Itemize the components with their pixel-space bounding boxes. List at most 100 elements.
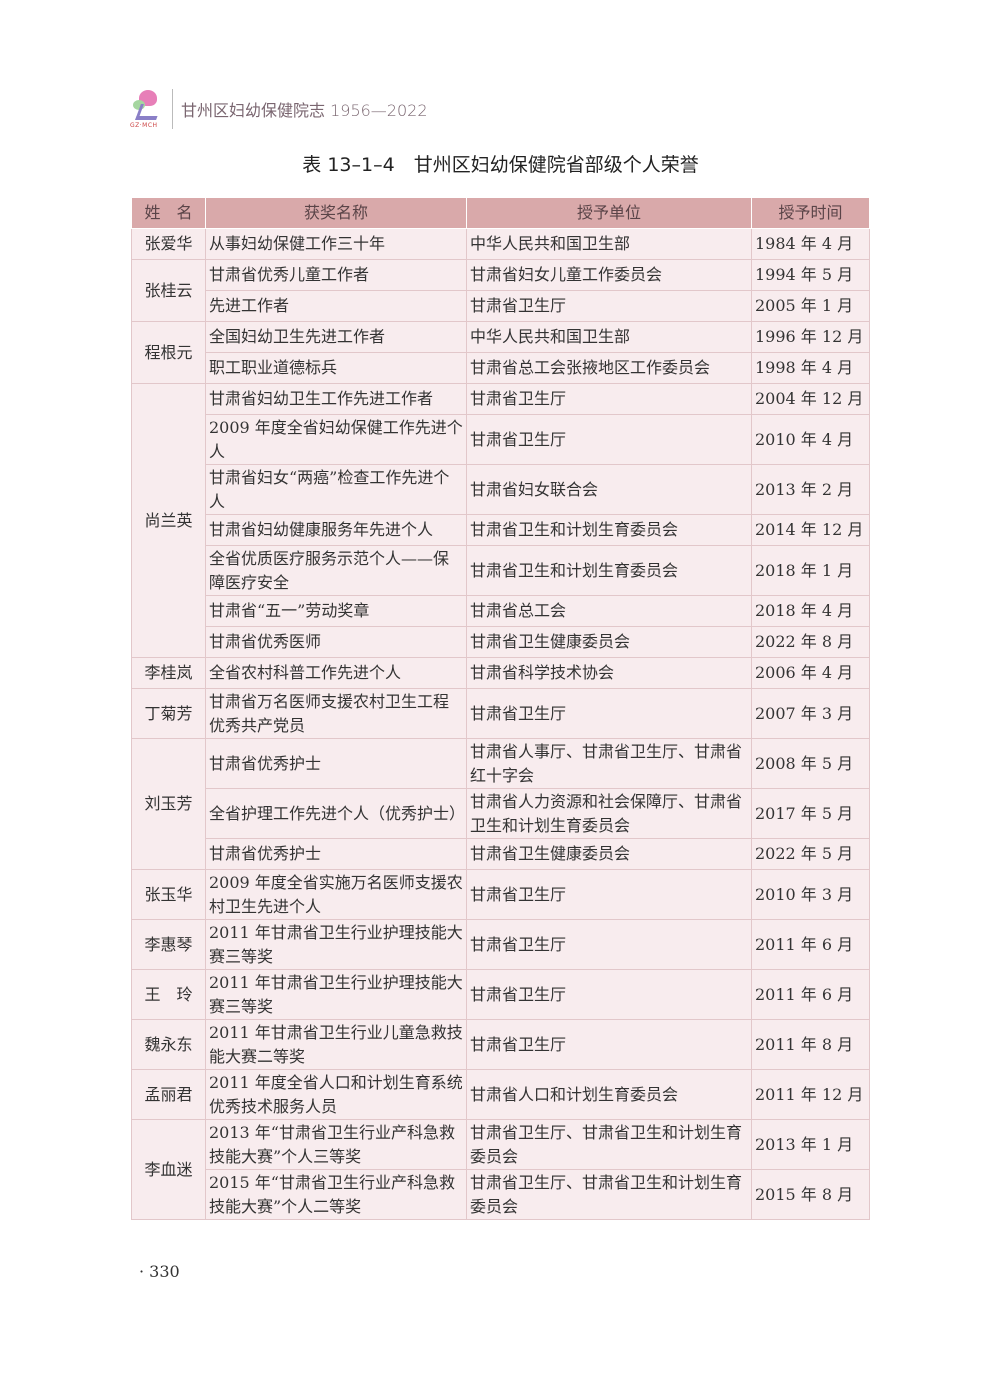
grant-date: 1998 年 4 月 [751, 352, 870, 384]
person-name: 李惠琴 [131, 919, 206, 970]
table-row: 李惠琴 2011 年甘肃省卫生行业护理技能大赛三等奖 甘肃省卫生厅 2011 年 6 … [131, 919, 870, 970]
grant-date: 2004 年 12 月 [751, 383, 870, 415]
column-header-unit: 授予单位 [466, 197, 752, 229]
person-name: 孟丽君 [131, 1069, 206, 1120]
award-name: 2015 年“甘肃省卫生行业产科急救技能大赛”个人二等奖 [205, 1169, 467, 1220]
granting-unit: 甘肃省卫生健康委员会 [466, 838, 752, 870]
grant-date: 2017 年 5 月 [751, 788, 870, 839]
grant-date: 2011 年 8 月 [751, 1019, 870, 1070]
granting-unit: 甘肃省卫生厅、甘肃省卫生和计划生育委员会 [466, 1169, 752, 1220]
award-name: 2011 年甘肃省卫生行业护理技能大赛三等奖 [205, 969, 467, 1020]
granting-unit: 甘肃省卫生厅 [466, 414, 752, 465]
granting-unit: 甘肃省卫生厅 [466, 688, 752, 739]
grant-date: 2006 年 4 月 [751, 657, 870, 689]
granting-unit: 甘肃省人事厅、甘肃省卫生厅、甘肃省红十字会 [466, 738, 752, 789]
grant-date: 2011 年 6 月 [751, 919, 870, 970]
grant-date: 2010 年 4 月 [751, 414, 870, 465]
award-name: 甘肃省优秀护士 [205, 838, 467, 870]
table-row: 先进工作者 甘肃省卫生厅 2005 年 1 月 [132, 290, 870, 322]
award-name: 甘肃省万名医师支援农村卫生工程优秀共产党员 [205, 688, 467, 739]
granting-unit: 甘肃省卫生厅 [466, 290, 752, 322]
grant-date: 2011 年 6 月 [751, 969, 870, 1020]
grant-date: 2010 年 3 月 [751, 869, 870, 920]
award-name: 2009 年度全省妇幼保健工作先进个人 [205, 414, 467, 465]
column-header-name: 姓 名 [131, 197, 206, 229]
grant-date: 2022 年 8 月 [751, 626, 870, 658]
person-name: 李桂岚 [131, 657, 206, 689]
header-divider [172, 89, 173, 129]
person-name: 程根元 [131, 321, 206, 384]
award-name: 全省护理工作先进个人（优秀护士） [205, 788, 467, 839]
award-name: 甘肃省优秀儿童工作者 [205, 259, 467, 291]
granting-unit: 中华人民共和国卫生部 [466, 228, 752, 260]
person-name: 张桂云 [131, 259, 206, 322]
award-name: 2011 年甘肃省卫生行业护理技能大赛三等奖 [205, 919, 467, 970]
granting-unit: 甘肃省卫生厅、甘肃省卫生和计划生育委员会 [466, 1119, 752, 1170]
hospital-logo: GZ·MCH [130, 86, 164, 132]
table-row: 孟丽君 2011 年度全省人口和计划生育系统优秀技术服务人员 甘肃省人口和计划生育委… [131, 1069, 870, 1120]
table-row: 丁菊芳 甘肃省万名医师支援农村卫生工程优秀共产党员 甘肃省卫生厅 2007 年 3 月 [131, 688, 870, 739]
granting-unit: 甘肃省总工会张掖地区工作委员会 [466, 352, 752, 384]
award-name: 甘肃省“五一”劳动奖章 [205, 595, 467, 627]
grant-date: 2013 年 1 月 [751, 1119, 870, 1170]
running-header: GZ·MCH 甘州区妇幼保健院志 1956—2022 [130, 86, 428, 132]
granting-unit: 甘肃省卫生和计划生育委员会 [466, 545, 752, 596]
table-row: 李桂岚 全省农村科普工作先进个人 甘肃省科学技术协会 2006 年 4 月 [131, 657, 870, 689]
table-row: 张爱华 从事妇幼保健工作三十年 中华人民共和国卫生部 1984 年 4 月 [131, 228, 870, 260]
award-name: 全省优质医疗服务示范个人——保障医疗安全 [205, 545, 467, 596]
granting-unit: 甘肃省科学技术协会 [466, 657, 752, 689]
person-name: 王 玲 [131, 969, 206, 1020]
column-header-date: 授予时间 [751, 197, 870, 229]
table-row: 张玉华 2009 年度全省实施万名医师支援农村卫生先进个人 甘肃省卫生厅 2010 年… [131, 869, 870, 920]
granting-unit: 甘肃省卫生健康委员会 [466, 626, 752, 658]
award-name: 全国妇幼卫生先进工作者 [205, 321, 467, 353]
person-name: 丁菊芳 [131, 688, 206, 739]
table-row: 甘肃省“五一”劳动奖章 甘肃省总工会 2018 年 4 月 [132, 595, 870, 627]
table-row: 2009 年度全省妇幼保健工作先进个人 甘肃省卫生厅 2010 年 4 月 [132, 414, 870, 465]
table-row: 职工职业道德标兵 甘肃省总工会张掖地区工作委员会 1998 年 4 月 [132, 352, 870, 384]
table-row: 全省优质医疗服务示范个人——保障医疗安全 甘肃省卫生和计划生育委员会 2018 年 … [132, 545, 870, 596]
person-name: 尚兰英 [131, 383, 206, 658]
award-name: 甘肃省优秀医师 [205, 626, 467, 658]
granting-unit: 甘肃省卫生厅 [466, 969, 752, 1020]
award-name: 2011 年甘肃省卫生行业儿童急救技能大赛二等奖 [205, 1019, 467, 1070]
table-row: 甘肃省妇女“两癌”检查工作先进个人 甘肃省妇女联合会 2013 年 2 月 [132, 464, 870, 515]
person-name: 李血迷 [131, 1119, 206, 1220]
grant-date: 1984 年 4 月 [751, 228, 870, 260]
table-row: 全省护理工作先进个人（优秀护士） 甘肃省人力资源和社会保障厅、甘肃省卫生和计划生育… [132, 788, 870, 839]
award-name: 2009 年度全省实施万名医师支援农村卫生先进个人 [205, 869, 467, 920]
granting-unit: 甘肃省人力资源和社会保障厅、甘肃省卫生和计划生育委员会 [466, 788, 752, 839]
granting-unit: 甘肃省卫生和计划生育委员会 [466, 514, 752, 546]
grant-date: 2013 年 2 月 [751, 464, 870, 515]
table-row: 王 玲 2011 年甘肃省卫生行业护理技能大赛三等奖 甘肃省卫生厅 2011 年 6 … [131, 969, 870, 1020]
table-row: 甘肃省优秀医师 甘肃省卫生健康委员会 2022 年 8 月 [132, 626, 870, 658]
column-header-award: 获奖名称 [205, 197, 467, 229]
granting-unit: 甘肃省总工会 [466, 595, 752, 627]
table-caption: 表 13–1–4 甘州区妇幼保健院省部级个人荣誉 [302, 154, 699, 176]
book-title: 甘州区妇幼保健院志 1956—2022 [181, 101, 428, 120]
person-name: 刘玉芳 [131, 738, 206, 870]
award-name: 2011 年度全省人口和计划生育系统优秀技术服务人员 [205, 1069, 467, 1120]
award-name: 职工职业道德标兵 [205, 352, 467, 384]
granting-unit: 甘肃省卫生厅 [466, 869, 752, 920]
page-number: · 330 [139, 1262, 180, 1281]
award-name: 甘肃省妇女“两癌”检查工作先进个人 [205, 464, 467, 515]
table-row: 李血迷 2013 年“甘肃省卫生行业产科急救技能大赛”个人三等奖 甘肃省卫生厅、甘肃… [131, 1119, 870, 1220]
grant-date: 2018 年 4 月 [751, 595, 870, 627]
granting-unit: 甘肃省人口和计划生育委员会 [466, 1069, 752, 1120]
table-row: 尚兰英 甘肃省妇幼卫生工作先进工作者 甘肃省卫生厅 2004 年 12 月 [131, 383, 870, 658]
table-header-row: 姓 名 获奖名称 授予单位 授予时间 [131, 197, 870, 229]
grant-date: 2008 年 5 月 [751, 738, 870, 789]
person-name: 张玉华 [131, 869, 206, 920]
award-name: 先进工作者 [205, 290, 467, 322]
award-name: 甘肃省优秀护士 [205, 738, 467, 789]
grant-date: 2015 年 8 月 [751, 1169, 870, 1220]
table-row: 魏永东 2011 年甘肃省卫生行业儿童急救技能大赛二等奖 甘肃省卫生厅 2011 年 … [131, 1019, 870, 1070]
table-row: 甘肃省优秀护士 甘肃省卫生健康委员会 2022 年 5 月 [132, 838, 870, 870]
honors-table: 姓 名 获奖名称 授予单位 授予时间 张爱华 从事妇幼保健工作三十年 中华人民共和国… [131, 197, 870, 1220]
table-row: 甘肃省妇幼健康服务年先进个人 甘肃省卫生和计划生育委员会 2014 年 12 月 [132, 514, 870, 546]
grant-date: 2018 年 1 月 [751, 545, 870, 596]
grant-date: 2011 年 12 月 [751, 1069, 870, 1120]
granting-unit: 甘肃省妇女儿童工作委员会 [466, 259, 752, 291]
grant-date: 2007 年 3 月 [751, 688, 870, 739]
